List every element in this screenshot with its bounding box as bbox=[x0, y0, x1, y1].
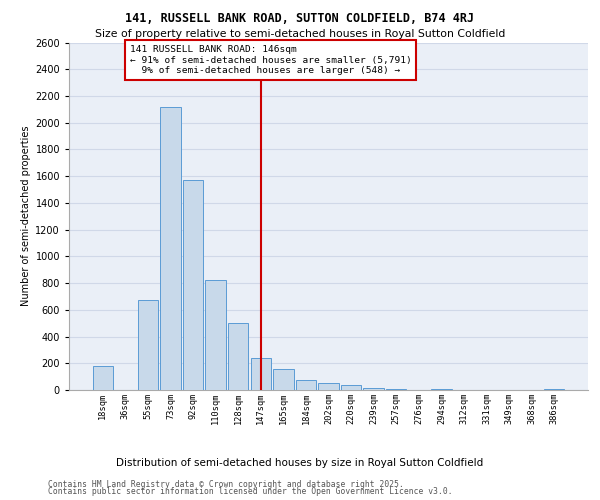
Bar bbox=[92, 366, 113, 390]
Bar bbox=[160, 106, 181, 390]
Bar bbox=[341, 386, 361, 390]
Bar bbox=[228, 323, 248, 390]
Text: Size of property relative to semi-detached houses in Royal Sutton Coldfield: Size of property relative to semi-detach… bbox=[95, 29, 505, 39]
Bar bbox=[205, 280, 226, 390]
Text: Distribution of semi-detached houses by size in Royal Sutton Coldfield: Distribution of semi-detached houses by … bbox=[116, 458, 484, 468]
Text: Contains HM Land Registry data © Crown copyright and database right 2025.: Contains HM Land Registry data © Crown c… bbox=[48, 480, 404, 489]
Text: 141 RUSSELL BANK ROAD: 146sqm
← 91% of semi-detached houses are smaller (5,791)
: 141 RUSSELL BANK ROAD: 146sqm ← 91% of s… bbox=[130, 45, 412, 75]
Bar bbox=[273, 370, 293, 390]
Bar bbox=[364, 388, 384, 390]
Bar bbox=[296, 380, 316, 390]
Text: Contains public sector information licensed under the Open Government Licence v3: Contains public sector information licen… bbox=[48, 488, 452, 496]
Bar bbox=[251, 358, 271, 390]
Y-axis label: Number of semi-detached properties: Number of semi-detached properties bbox=[21, 126, 31, 306]
Text: 141, RUSSELL BANK ROAD, SUTTON COLDFIELD, B74 4RJ: 141, RUSSELL BANK ROAD, SUTTON COLDFIELD… bbox=[125, 12, 475, 26]
Bar bbox=[138, 300, 158, 390]
Bar bbox=[183, 180, 203, 390]
Bar bbox=[319, 382, 338, 390]
